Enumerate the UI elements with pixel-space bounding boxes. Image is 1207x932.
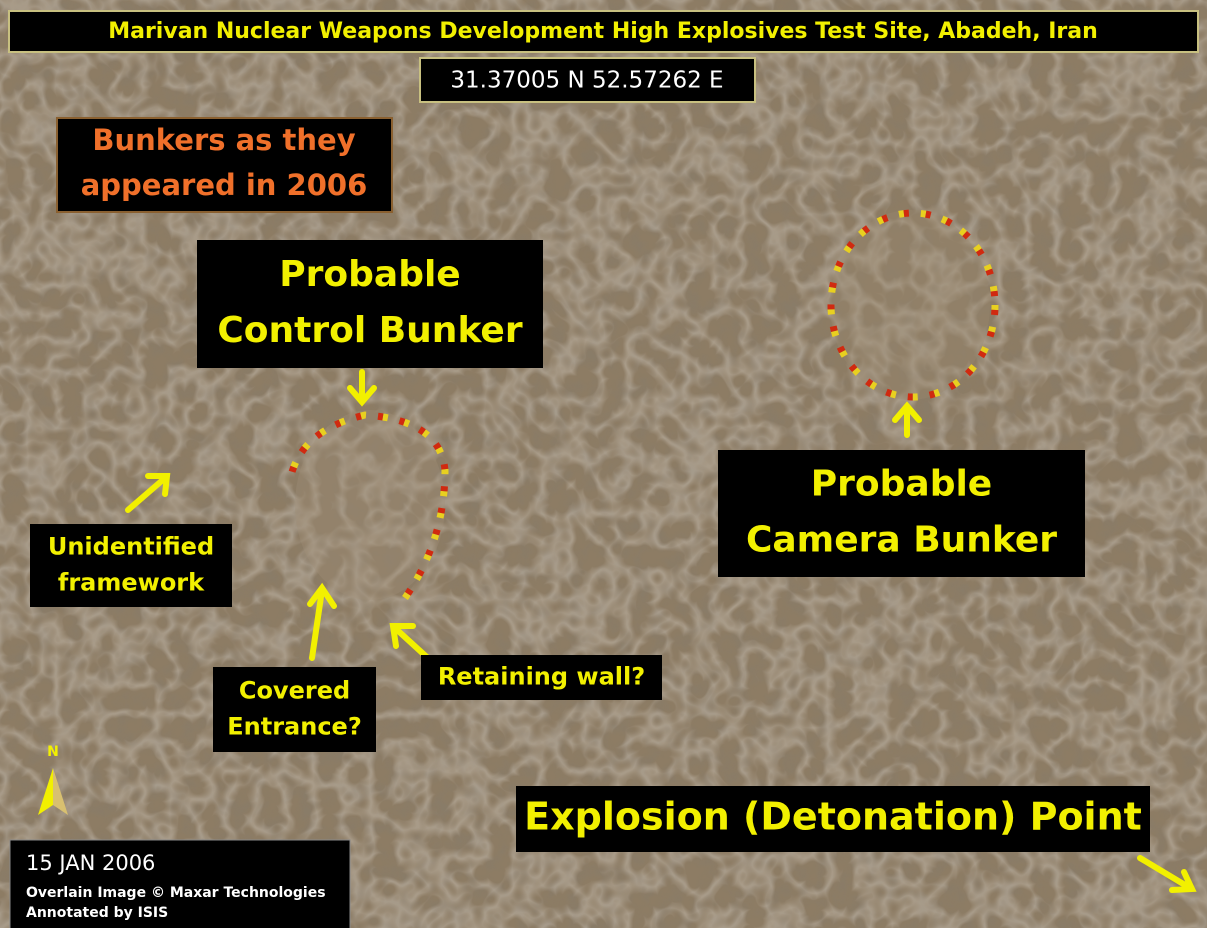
label-box <box>516 786 1150 852</box>
annotation-credit: Annotated by ISIS <box>26 905 168 921</box>
credit: Overlain Image © Maxar Technologies <box>26 885 326 901</box>
label-line: Probable <box>279 254 460 295</box>
coordinates-box <box>419 57 756 103</box>
north-arrow: N <box>38 744 68 815</box>
date: 15 JAN 2006 <box>26 851 155 875</box>
label-box <box>30 524 232 607</box>
footer-box <box>9 839 351 932</box>
coordinates: 31.37005 N 52.57262 E <box>450 68 723 94</box>
arrow <box>892 401 922 438</box>
north-label: N <box>47 744 59 760</box>
label-line: Explosion (Detonation) Point <box>524 795 1142 839</box>
title-bar <box>8 10 1199 53</box>
camera-bunker-ground <box>830 210 990 400</box>
arrows <box>125 369 1197 893</box>
camera-bunker-outline <box>827 209 999 401</box>
note-line: Bunkers as they <box>92 123 355 157</box>
label-line: Probable <box>811 464 992 505</box>
arrow <box>307 582 337 661</box>
label-line: Entrance? <box>227 713 362 741</box>
camera-bunker-outline <box>827 209 999 401</box>
label-line: Unidentified <box>48 533 214 561</box>
north-arrow-left <box>38 768 53 815</box>
note-line: appeared in 2006 <box>81 168 368 202</box>
label-line: Retaining wall? <box>438 663 645 691</box>
control-bunker-ground <box>295 410 445 600</box>
note-box <box>56 117 393 213</box>
arrow <box>125 473 171 513</box>
arrow <box>347 369 377 407</box>
labels: Probable Control Bunker Probable Camera Bun… <box>30 240 1150 852</box>
control-bunker-outline <box>286 411 449 600</box>
arrow <box>389 623 433 663</box>
label-line: Covered <box>239 677 350 705</box>
label-line: Camera Bunker <box>746 520 1057 561</box>
label-box <box>213 667 376 752</box>
title: Marivan Nuclear Weapons Development High… <box>108 19 1098 44</box>
north-arrow-right <box>53 768 68 815</box>
label-box <box>421 655 662 700</box>
label-box <box>718 450 1085 577</box>
label-box <box>197 240 543 368</box>
arrow <box>1137 855 1197 893</box>
label-line: framework <box>58 569 205 597</box>
label-line: Control Bunker <box>217 310 522 351</box>
